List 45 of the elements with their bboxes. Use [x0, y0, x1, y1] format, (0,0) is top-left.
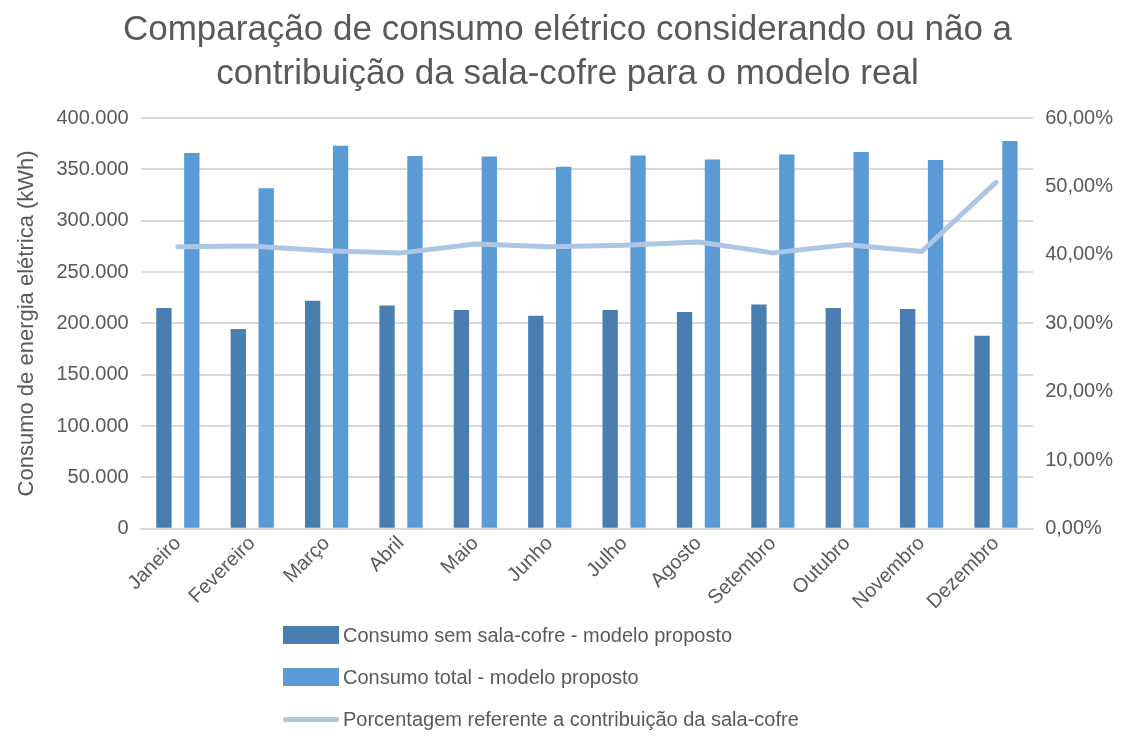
- bar: [779, 154, 795, 528]
- y2-tick-label: 30,00%: [1045, 310, 1114, 333]
- bar: [630, 155, 646, 528]
- bar: [556, 166, 572, 528]
- bar: [528, 315, 544, 528]
- y-tick-label: 50.000: [67, 464, 129, 487]
- bar: [184, 152, 200, 528]
- bar: [332, 145, 349, 528]
- y-tick-label: 400.000: [56, 105, 129, 128]
- y2-tick-label: 60,00%: [1045, 105, 1114, 128]
- bar: [481, 156, 497, 528]
- bar: [379, 305, 395, 528]
- y2-tick-label: 0,00%: [1045, 516, 1103, 539]
- legend-label: Porcentagem referente a contribuição da sala-cofre: [343, 707, 799, 731]
- bar: [974, 335, 990, 528]
- bar: [927, 160, 944, 528]
- bar: [407, 156, 423, 528]
- bar: [258, 188, 274, 528]
- bar: [751, 304, 767, 528]
- y2-tick-label: 20,00%: [1045, 379, 1114, 402]
- bar: [156, 307, 172, 528]
- y-tick-label: 200.000: [56, 310, 129, 333]
- y-tick-label: 150.000: [56, 362, 129, 385]
- bar: [676, 312, 693, 528]
- y-tick-label: 350.000: [56, 156, 129, 179]
- legend-label: Consumo sem sala-cofre - modelo proposto: [343, 623, 733, 647]
- y-axis-title: Consumo de energia elétrica (kWh): [13, 150, 39, 497]
- y2-tick-label: 10,00%: [1045, 447, 1114, 470]
- bar: [825, 307, 841, 528]
- bar: [1002, 141, 1018, 528]
- bar: [230, 329, 246, 528]
- bar: [453, 310, 470, 528]
- y-tick-label: 0: [117, 516, 129, 539]
- bar: [853, 151, 869, 528]
- y-tick-label: 250.000: [56, 259, 129, 282]
- bar: [899, 309, 916, 528]
- y2-tick-label: 40,00%: [1045, 242, 1114, 265]
- bar: [704, 159, 721, 528]
- bar: [305, 300, 321, 528]
- y2-tick-label: 50,00%: [1045, 173, 1114, 196]
- legend-label: Consumo total - modelo proposto: [343, 665, 639, 689]
- chart-title: Comparação de consumo elétrico considerando ou não a contribuição da sala-cofre para o modelo real: [121, 7, 1014, 93]
- y-tick-label: 100.000: [56, 413, 129, 436]
- bar: [602, 310, 618, 528]
- y-tick-label: 300.000: [56, 208, 129, 231]
